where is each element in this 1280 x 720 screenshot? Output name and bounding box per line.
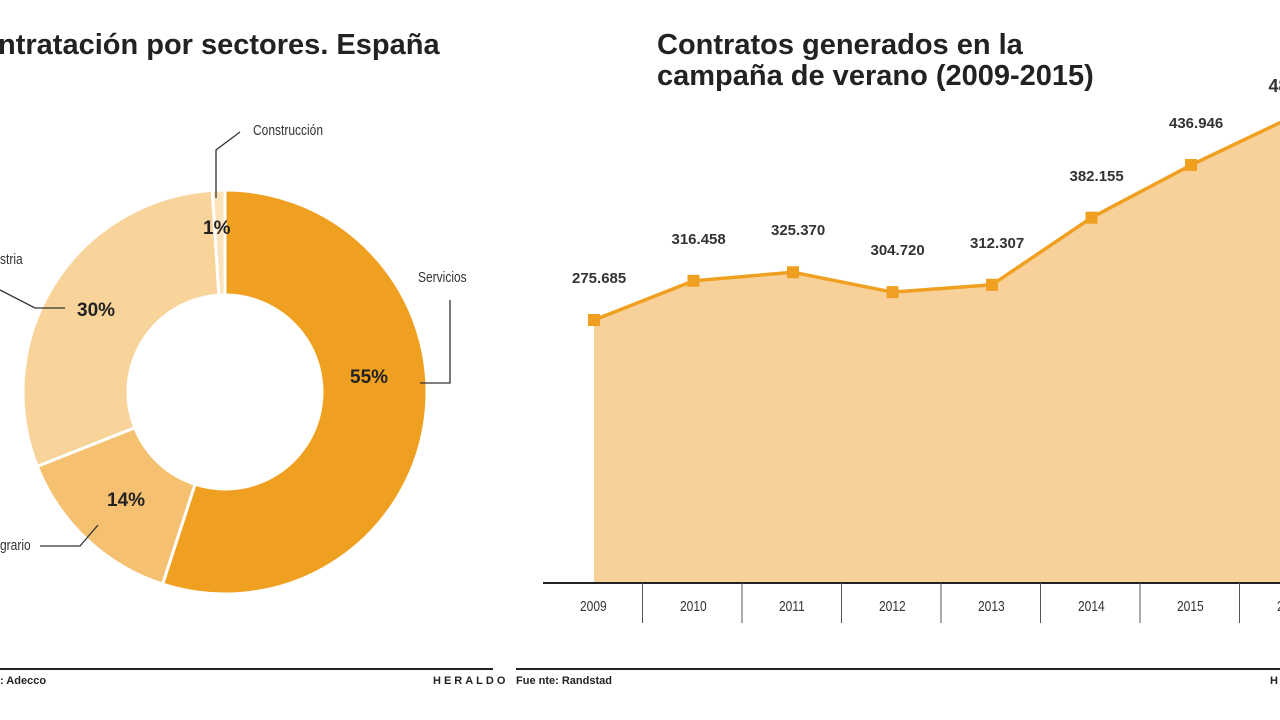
pct-servicios: 55% bbox=[350, 367, 389, 388]
value-label: 304.720 bbox=[870, 242, 925, 260]
area-fill bbox=[594, 122, 1280, 583]
data-point-2013 bbox=[986, 278, 998, 291]
pie-title: ntratación por sectores. España bbox=[0, 29, 440, 61]
label-industria: stria bbox=[0, 251, 23, 268]
value-label: 312.307 bbox=[970, 234, 1025, 252]
pct-agrario: 14% bbox=[107, 490, 146, 511]
label-construccion: Construcción bbox=[253, 122, 324, 139]
pie-brand: HERALDO bbox=[433, 675, 509, 687]
leader-construccion bbox=[215, 131, 241, 198]
data-point-2009 bbox=[588, 314, 600, 326]
label-servicios: Servicios bbox=[418, 269, 467, 286]
label-agrario: grario bbox=[0, 537, 31, 554]
x-tick-label: 2012 bbox=[878, 598, 906, 615]
pct-industria: 30% bbox=[77, 300, 116, 321]
pie-slice-0 bbox=[160, 188, 429, 596]
pct-construccion: 1% bbox=[203, 218, 231, 239]
data-point-2015 bbox=[1185, 159, 1197, 172]
leader-industria bbox=[0, 289, 65, 309]
leader-servicios bbox=[420, 300, 451, 384]
x-tick-label: 2 bbox=[1277, 598, 1280, 615]
x-tick-label: 2015 bbox=[1177, 598, 1204, 615]
value-label: 486.2 bbox=[1268, 75, 1280, 96]
value-label: 275.685 bbox=[572, 270, 627, 287]
x-tick-label: 2013 bbox=[978, 598, 1005, 615]
data-point-2014 bbox=[1085, 211, 1098, 224]
value-label: 382.155 bbox=[1069, 167, 1124, 185]
pie-slice-2 bbox=[21, 188, 221, 469]
data-point-2011 bbox=[787, 266, 799, 279]
value-label: 325.370 bbox=[771, 222, 826, 240]
x-tick-label: 2009 bbox=[580, 598, 607, 615]
data-point-2012 bbox=[886, 286, 899, 299]
x-tick-label: 2010 bbox=[679, 598, 707, 615]
pie-slice-1 bbox=[35, 425, 197, 587]
value-label: 316.458 bbox=[671, 230, 726, 248]
line-title-2: campaña de verano (2009-2015) bbox=[657, 60, 1094, 92]
line-title-1: Contratos generados en la bbox=[657, 29, 1023, 61]
pie-source: : Adecco bbox=[0, 675, 47, 687]
data-point-2010 bbox=[687, 274, 700, 287]
x-tick-label: 2014 bbox=[1077, 598, 1105, 615]
line-brand: H bbox=[1270, 675, 1278, 687]
x-tick-label: 2011 bbox=[779, 598, 805, 615]
series-line bbox=[593, 120, 1280, 322]
line-source: Fue nte: Randstad bbox=[516, 675, 612, 687]
value-label: 436.946 bbox=[1169, 115, 1224, 133]
leader-agrario bbox=[40, 524, 99, 547]
